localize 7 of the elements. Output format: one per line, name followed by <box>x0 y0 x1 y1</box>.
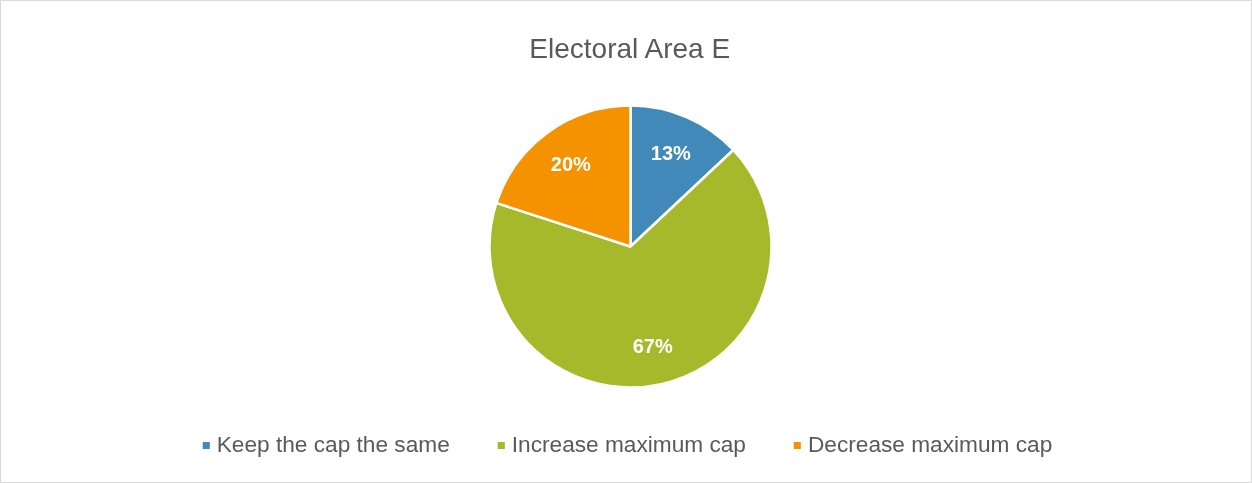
data-label: 67% <box>632 334 673 357</box>
legend-label: Keep the cap the same <box>216 431 450 458</box>
legend-label: Decrease maximum cap <box>807 431 1053 458</box>
legend-label: Increase maximum cap <box>511 431 746 458</box>
data-label: 20% <box>550 153 592 176</box>
chart-title: Electoral Area E <box>529 33 731 64</box>
data-label: 13% <box>650 142 692 165</box>
